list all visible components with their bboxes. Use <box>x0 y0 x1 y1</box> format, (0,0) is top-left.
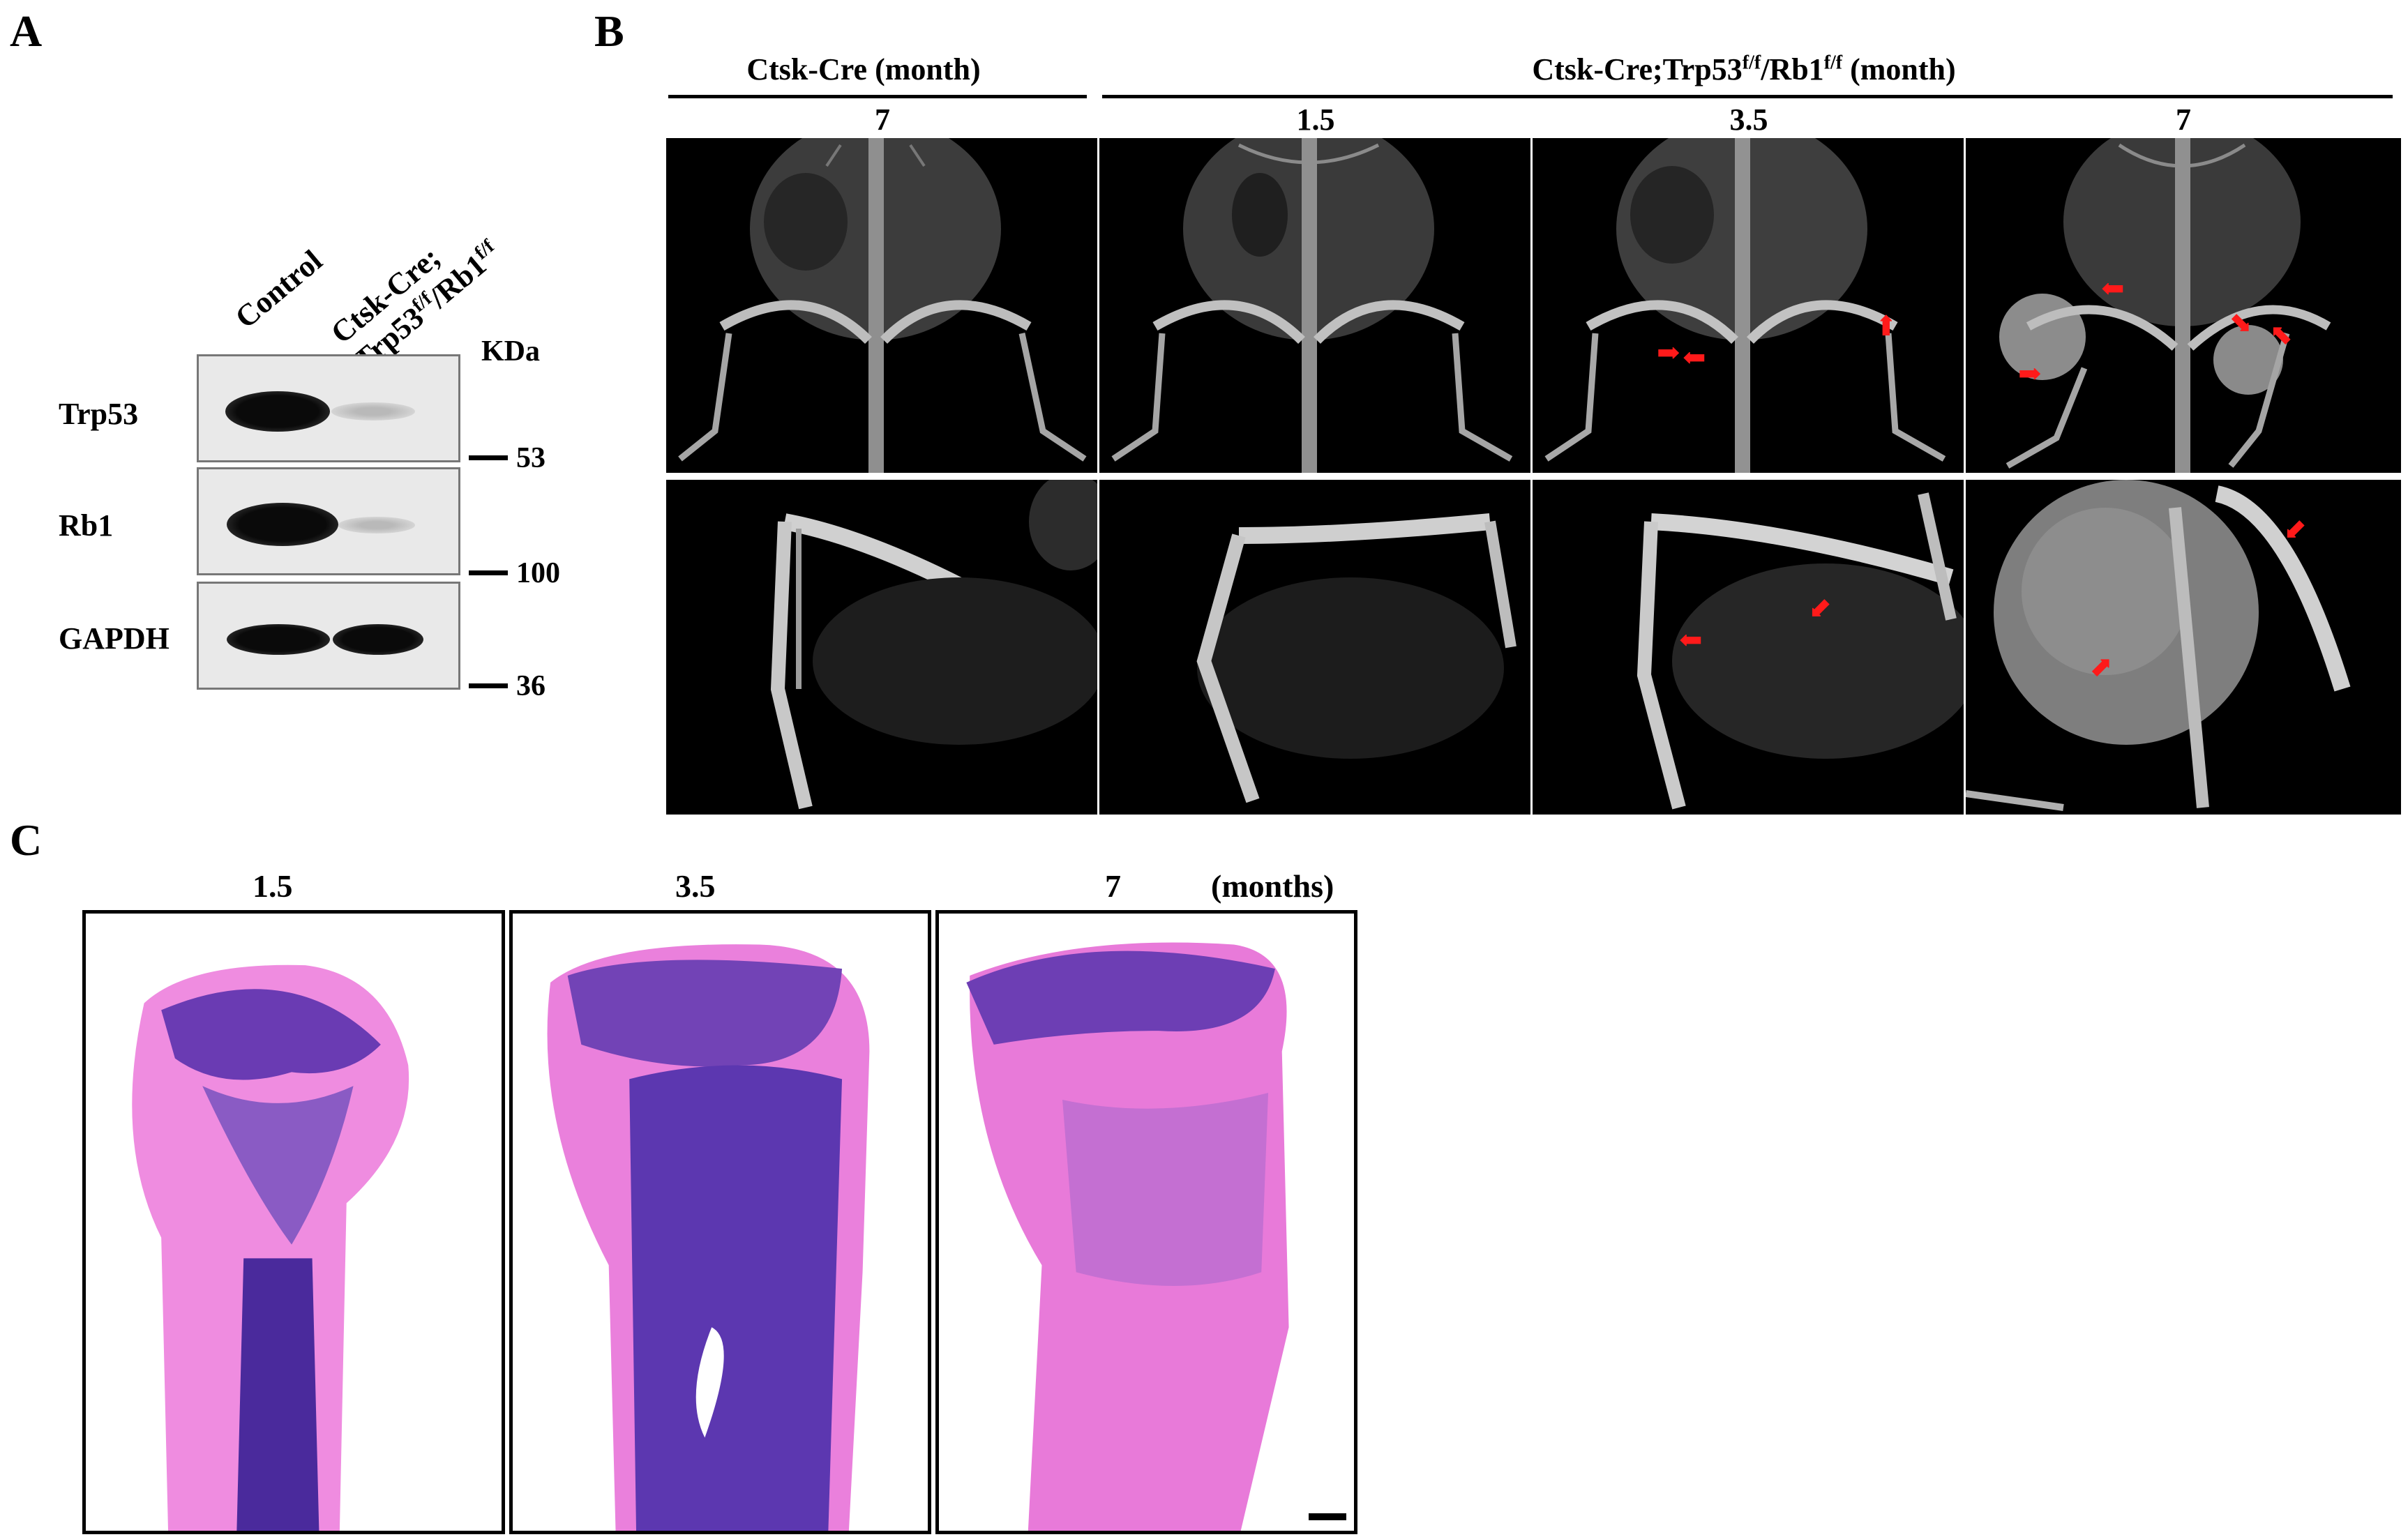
tumor-arrow: ⬋ <box>2283 514 2307 545</box>
band-gapdh-control <box>227 624 330 655</box>
row-label-trp53: Trp53 <box>59 397 139 431</box>
timepoint-label-ko-3-5: 3.5 <box>1729 103 1768 137</box>
marker-53: 53 <box>516 442 545 474</box>
row-label-gapdh: GAPDH <box>59 621 170 656</box>
marker-tick-36 <box>469 683 508 688</box>
lane-label-ko: Ctsk-Cre; Trp53f/f/Rb1f/f <box>324 208 507 378</box>
group-line-control <box>668 95 1087 98</box>
tumor-arrow: ⬅ <box>2101 273 2125 304</box>
group-label-ko-sup2: f/f <box>1823 52 1843 74</box>
tumor-arrow: ⬅ <box>1683 342 1706 373</box>
blot-gapdh <box>197 582 460 690</box>
tumor-arrow: ⬈ <box>2090 651 2114 682</box>
tumor-arrow: ➡ <box>2018 358 2042 389</box>
histo-unit-label: (months) <box>1211 868 1334 904</box>
histo-section-1-5 <box>82 910 505 1534</box>
panel-b-label: B <box>594 6 624 56</box>
tumor-arrow: ⬅ <box>1679 624 1703 656</box>
xray-body-ko-3-5: ➡ ⬅ ⬆ <box>1533 138 1964 473</box>
tumor-arrow: ⬆ <box>1874 310 1898 342</box>
histo-timepoint-3-5: 3.5 <box>675 868 716 904</box>
kda-unit-label: KDa <box>481 335 540 368</box>
group-label-control: Ctsk-Cre (month) <box>746 52 981 86</box>
band-trp53-control <box>225 391 330 432</box>
tumor-arrow: ⬊ <box>2229 308 2253 339</box>
band-gapdh-ko <box>333 624 423 655</box>
marker-tick-53 <box>469 455 508 460</box>
timepoint-label-control-7: 7 <box>875 103 890 137</box>
group-label-ko-gene1: Ctsk-Cre;Trp53 <box>1532 52 1743 86</box>
blot-trp53 <box>197 354 460 462</box>
xray-limb-ko-7: ⬋ ⬈ <box>1966 480 2401 815</box>
histo-timepoint-7: 7 <box>1105 868 1121 904</box>
timepoint-label-ko-7: 7 <box>2176 103 2191 137</box>
xray-body-ko-7: ⬅ ⬊ ⬉ ➡ <box>1966 138 2401 473</box>
marker-36: 36 <box>516 670 545 702</box>
band-trp53-ko <box>331 402 415 421</box>
marker-100: 100 <box>516 557 560 589</box>
xray-body-control-7 <box>666 138 1097 473</box>
blot-rb1 <box>197 467 460 575</box>
xray-limb-control-7 <box>666 480 1097 815</box>
tumor-arrow: ➡ <box>1657 337 1680 368</box>
xray-limb-ko-3-5: ⬋ ⬅ <box>1533 480 1964 815</box>
scale-bar <box>1309 1513 1346 1520</box>
histo-timepoint-1-5: 1.5 <box>253 868 293 904</box>
marker-tick-100 <box>469 570 508 575</box>
tumor-arrow: ⬋ <box>1808 593 1832 624</box>
band-rb1-control <box>227 503 338 546</box>
group-line-ko <box>1102 95 2393 98</box>
row-label-rb1: Rb1 <box>59 508 114 543</box>
xray-limb-ko-1-5 <box>1099 480 1530 815</box>
histo-section-7 <box>935 910 1357 1534</box>
panel-c-label: C <box>10 815 43 865</box>
xray-body-ko-1-5 <box>1099 138 1530 473</box>
panel-a-label: A <box>10 6 43 56</box>
histo-section-3-5 <box>509 910 931 1534</box>
group-label-ko-suffix: (month) <box>1842 52 1956 86</box>
group-label-ko-gene2: /Rb1 <box>1761 52 1824 86</box>
lane-label-control: Control <box>228 243 329 335</box>
group-label-ko: Ctsk-Cre;Trp53f/f/Rb1f/f (month) <box>1102 52 2386 87</box>
group-label-ko-sup1: f/f <box>1742 52 1761 74</box>
tumor-arrow: ⬉ <box>2269 319 2293 350</box>
timepoint-label-ko-1-5: 1.5 <box>1296 103 1335 137</box>
band-rb1-ko <box>338 517 415 533</box>
